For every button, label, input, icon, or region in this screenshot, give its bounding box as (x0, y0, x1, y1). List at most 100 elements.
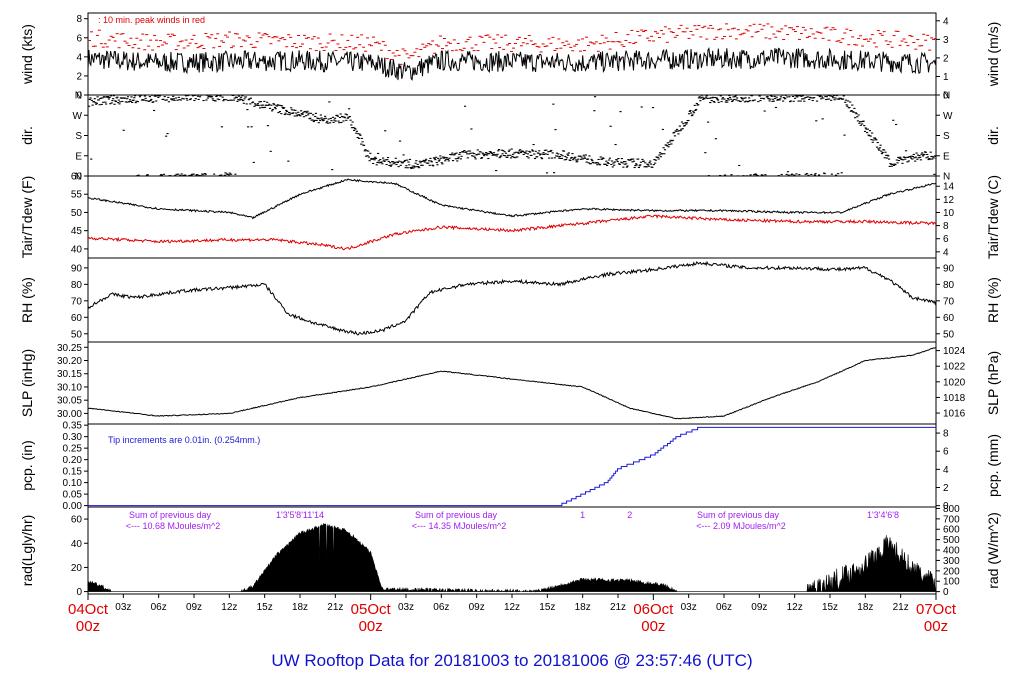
pcp-plot-area (88, 426, 936, 507)
time-axis: 03z 06z 09z 12z 15z 18z 21z 03z 06z 09z 12z 15z 18z 2… (68, 594, 957, 635)
panel-wind-frame (87, 12, 937, 96)
panel-temp: Tair/Tdew (F) Tair/Tdew (C) 40 45 50 55 60 4 6 8 1… (19, 172, 1001, 260)
minor-time-label: 18z (292, 602, 308, 613)
pcp-right-tick-label: 6 (943, 447, 949, 458)
dir-right-tick-label: N (943, 172, 950, 183)
pcp-line (88, 426, 936, 507)
minor-time-label: 06z (716, 602, 732, 613)
minor-time-label: 06z (151, 602, 167, 613)
rh-left-tick-label: 80 (71, 280, 83, 291)
slp-left-tick-label: 30.25 (57, 343, 82, 354)
minor-time-label: 21z (893, 602, 909, 613)
pcp-right-tick-label: 0 (943, 501, 949, 512)
rh-right-tick-label: 50 (943, 329, 955, 340)
rad-left-tick-label: 40 (71, 539, 83, 550)
rh-left-tick-label: 70 (71, 296, 83, 307)
temp-left-tick-label: 55 (71, 190, 83, 201)
minor-time-label: 18z (857, 602, 873, 613)
wind-annotation: : 10 min. peak winds in red (98, 15, 205, 25)
major-day-label: 05Oct (351, 601, 392, 618)
slp-left-tick-label: 30.05 (57, 396, 82, 407)
temp-left-tick-label: 45 (71, 226, 83, 237)
temp-right-label: Tair/Tdew (C) (985, 175, 1001, 259)
pcp-left-tick-label: 0.10 (63, 478, 83, 489)
wind-right-label: wind (m/s) (985, 22, 1001, 88)
temp-right-tick-label: 12 (943, 195, 955, 206)
panel-slp-frame (87, 341, 937, 425)
rad-left-tick-label: 60 (71, 515, 83, 526)
rad-right-tick-label: 800 (943, 504, 960, 515)
major-hour-label: 00z (641, 618, 665, 635)
rad-plot-area (88, 522, 936, 593)
minor-time-label: 03z (398, 602, 414, 613)
panel-rad: rad(Lgly/hr) rad (W/m^2)02040600100200300… (19, 504, 1001, 598)
slp-left-label: SLP (inHg) (19, 349, 35, 417)
dir-right-label: dir. (985, 126, 1001, 145)
slp-right-tick-label: 1016 (943, 409, 966, 420)
dir-left-tick-label: W (73, 111, 83, 122)
temp-right-tick-label: 4 (943, 247, 949, 258)
dir-plot-area (88, 95, 936, 176)
panel-slp: SLP (inHg) SLP (hPa) 30.00 30.05 30.10 30.15 3… (19, 341, 1001, 425)
rh-right-tick-label: 60 (943, 313, 955, 324)
rad-annotation-line1: Sum of previous day (415, 510, 498, 520)
pcp-right-tick-label: 8 (943, 429, 949, 440)
pcp-left-tick-label: 0.20 (63, 455, 83, 466)
wind-left-tick-label: 8 (76, 14, 82, 25)
minor-time-label: 09z (751, 602, 767, 613)
pcp-right-tick-label: 2 (943, 483, 949, 494)
wind-right-tick-label: 4 (943, 16, 949, 27)
wind-right-tick-label: 1 (943, 72, 949, 83)
rad-event-mark: 2 (627, 510, 632, 520)
rh-left-tick-label: 60 (71, 313, 83, 324)
rad-annotation-line2: <--- 2.09 MJoules/m^2 (696, 521, 786, 531)
rad-right-tick-label: 0 (943, 587, 949, 598)
minor-time-label: 12z (504, 602, 520, 613)
pcp-left-tick-label: 0.05 (63, 490, 83, 501)
pcp-left-label: pcp. (in) (19, 440, 35, 491)
tair-line (88, 178, 936, 220)
wind-right-tick-label: 3 (943, 35, 949, 46)
minor-time-label: 18z (575, 602, 591, 613)
wind-right-tick-label: 0 (943, 91, 949, 102)
temp-right-tick-label: 14 (943, 182, 955, 193)
wind-left-label: wind (kts) (19, 24, 35, 85)
rad-annotation-line2: <--- 14.35 MJoules/m^2 (412, 521, 507, 531)
rad-right-label: rad (W/m^2) (985, 512, 1001, 589)
rh-left-tick-label: 50 (71, 329, 83, 340)
minor-time-label: 15z (822, 602, 838, 613)
panel-pcp: pcp. (in) pcp. (mm)0.000.050.100.150.200.… (19, 421, 1001, 512)
rad-right-tick-label: 100 (943, 577, 960, 588)
slp-line (88, 347, 936, 420)
rad-right-tick-label: 300 (943, 556, 960, 567)
minor-time-label: 12z (787, 602, 803, 613)
panel-wind: wind (kts) wind (m/s) 0 2 4 6 8 0 1 2 3 4: 10 min. … (19, 12, 1001, 102)
dir-left-tick-label: S (75, 131, 82, 142)
major-hour-label: 00z (359, 618, 383, 635)
rad-left-tick-label: 0 (76, 587, 82, 598)
temp-right-tick-label: 6 (943, 234, 949, 245)
temp-right-tick-label: 8 (943, 221, 949, 232)
rh-left-label: RH (%) (19, 277, 35, 323)
rad-left-tick-label: 20 (71, 563, 83, 574)
slp-right-tick-label: 1024 (943, 346, 966, 357)
wind-left-tick-label: 2 (76, 71, 82, 82)
wind-speed-line (88, 47, 936, 81)
rh-plot-area (88, 260, 936, 336)
slp-right-label: SLP (hPa) (985, 351, 1001, 415)
temp-plot-area (88, 178, 936, 251)
wind-left-tick-label: 0 (76, 91, 82, 102)
minor-time-label: 21z (610, 602, 626, 613)
dir-right-tick-label: W (943, 111, 953, 122)
minor-time-label: 12z (221, 602, 237, 613)
slp-left-tick-label: 30.20 (57, 356, 82, 367)
major-day-label: 07Oct (916, 601, 957, 618)
pcp-left-tick-label: 0.35 (63, 421, 83, 432)
minor-time-label: 06z (433, 602, 449, 613)
major-day-label: 04Oct (68, 601, 109, 618)
minor-time-label: 03z (115, 602, 131, 613)
pcp-left-tick-label: 0.25 (63, 444, 83, 455)
rad-annotation-line1: Sum of previous day (697, 510, 780, 520)
rh-line (88, 260, 936, 336)
